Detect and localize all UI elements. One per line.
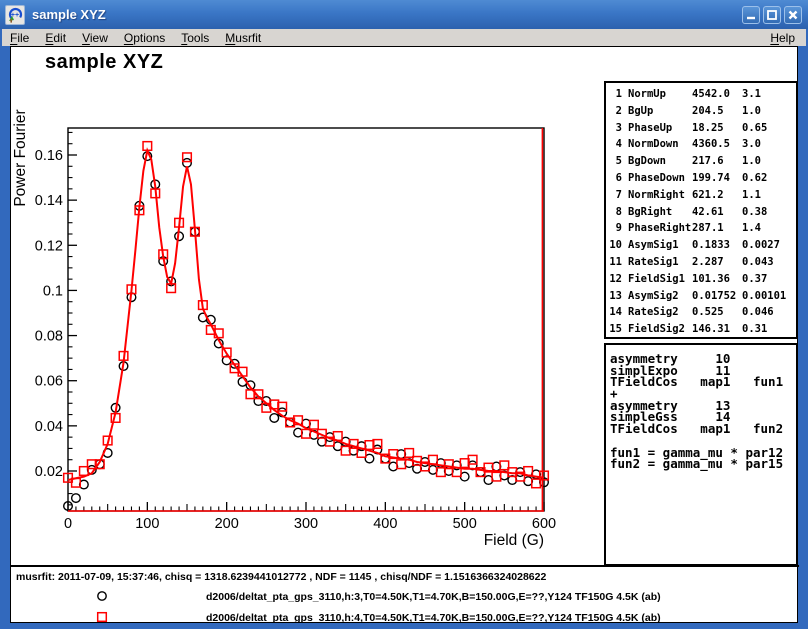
parameter-row: 15FieldSig2146.310.31 — [606, 321, 796, 338]
data-point-square — [302, 429, 311, 438]
theory-line: TFieldCos map1 fun2 — [610, 423, 796, 435]
data-point-square — [310, 420, 319, 429]
parameter-panel: 1NormUp4542.03.12BgUp204.51.03PhaseUp18.… — [604, 81, 798, 339]
y-tick-label: 0.16 — [35, 148, 63, 164]
x-tick-label: 0 — [64, 516, 72, 532]
footer-separator — [11, 565, 799, 567]
theory-line: fun2 = gamma_mu * par15 — [610, 458, 796, 470]
title-bar[interactable]: ++ sample XYZ — [0, 0, 808, 29]
y-tick-label: 0.02 — [35, 464, 63, 480]
parameter-row: 7NormRight621.21.1 — [606, 187, 796, 204]
y-tick-label: 0.04 — [35, 419, 63, 435]
parameter-row: 1NormUp4542.03.1 — [606, 86, 796, 103]
data-point-circle — [270, 414, 279, 423]
app-icon: ++ — [5, 5, 25, 25]
x-tick-label: 100 — [135, 516, 159, 532]
parameter-row: 12FieldSig1101.360.37 — [606, 271, 796, 288]
parameter-row: 8BgRight42.610.38 — [606, 204, 796, 221]
fit-curve — [68, 150, 544, 480]
minimize-button[interactable] — [742, 6, 760, 24]
menu-item-musrfit[interactable]: Musrfit — [217, 30, 269, 46]
y-tick-label: 0.08 — [35, 329, 63, 345]
maximize-button[interactable] — [763, 6, 781, 24]
x-tick-label: 200 — [215, 516, 239, 532]
data-point-circle — [183, 159, 192, 168]
menu-item-view[interactable]: View — [74, 30, 116, 46]
plot-frame — [68, 128, 544, 511]
menu-item-tools[interactable]: Tools — [173, 30, 217, 46]
legend-square-marker-icon — [95, 610, 109, 629]
legend-row: d2006/deltat_pta_gps_3110,h:4,T0=4.50K,T… — [11, 609, 799, 627]
menu-bar: FileEditViewOptionsToolsMusrfit Help — [2, 29, 806, 46]
theory-panel: asymmetry 10simplExpo 11TFieldCos map1 f… — [604, 343, 798, 566]
x-tick-label: 500 — [453, 516, 477, 532]
y-tick-label: 0.12 — [35, 238, 63, 254]
legend-row: d2006/deltat_pta_gps_3110,h:3,T0=4.50K,T… — [11, 588, 799, 606]
theory-line: TFieldCos map1 fun1 — [610, 376, 796, 388]
menu-item-file[interactable]: File — [2, 30, 37, 46]
parameter-row: 6PhaseDown199.740.62 — [606, 170, 796, 187]
parameter-row: 5BgDown217.61.0 — [606, 153, 796, 170]
parameter-row: 13AsymSig20.017520.00101 — [606, 288, 796, 305]
parameter-row: 11RateSig12.2870.043 — [606, 254, 796, 271]
menu-item-edit[interactable]: Edit — [37, 30, 74, 46]
menu-item-help[interactable]: Help — [759, 30, 806, 46]
parameter-row: 14RateSig20.5250.046 — [606, 304, 796, 321]
fit-status-line: musrfit: 2011-07-09, 15:37:46, chisq = 1… — [16, 571, 546, 583]
y-tick-label: 0.06 — [35, 374, 63, 390]
data-point-circle — [72, 494, 81, 503]
x-tick-label: 600 — [532, 516, 556, 532]
parameter-row: 3PhaseUp18.250.65 — [606, 120, 796, 137]
parameter-row: 4NormDown4360.53.0 — [606, 136, 796, 153]
legend-circle-marker-icon — [95, 589, 109, 608]
close-button[interactable] — [784, 6, 802, 24]
parameter-row: 10AsymSig10.18330.0027 — [606, 237, 796, 254]
legend-label: d2006/deltat_pta_gps_3110,h:4,T0=4.50K,T… — [206, 612, 661, 624]
y-axis-title: Power Fourier — [12, 109, 29, 206]
root-canvas[interactable]: sample XYZ 01002003004005006000.020.040.… — [10, 46, 798, 623]
parameter-row: 2BgUp204.51.0 — [606, 103, 796, 120]
legend-label: d2006/deltat_pta_gps_3110,h:3,T0=4.50K,T… — [206, 591, 661, 603]
y-tick-label: 0.1 — [43, 283, 63, 299]
window-title: sample XYZ — [32, 7, 106, 22]
x-tick-label: 300 — [294, 516, 318, 532]
parameter-row: 9PhaseRight287.11.4 — [606, 220, 796, 237]
x-axis-title: Field (G) — [484, 532, 544, 549]
menu-item-options[interactable]: Options — [116, 30, 173, 46]
y-tick-label: 0.14 — [35, 193, 63, 209]
x-tick-label: 400 — [373, 516, 397, 532]
